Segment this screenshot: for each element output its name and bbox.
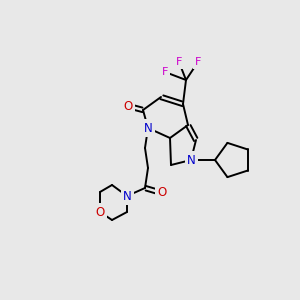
Text: N: N bbox=[187, 154, 195, 166]
Text: O: O bbox=[158, 187, 166, 200]
Text: O: O bbox=[123, 100, 133, 112]
Text: N: N bbox=[123, 190, 131, 202]
Text: F: F bbox=[195, 57, 201, 67]
Text: F: F bbox=[162, 67, 168, 77]
Text: N: N bbox=[144, 122, 152, 134]
Text: F: F bbox=[176, 57, 182, 67]
Text: O: O bbox=[95, 206, 105, 218]
